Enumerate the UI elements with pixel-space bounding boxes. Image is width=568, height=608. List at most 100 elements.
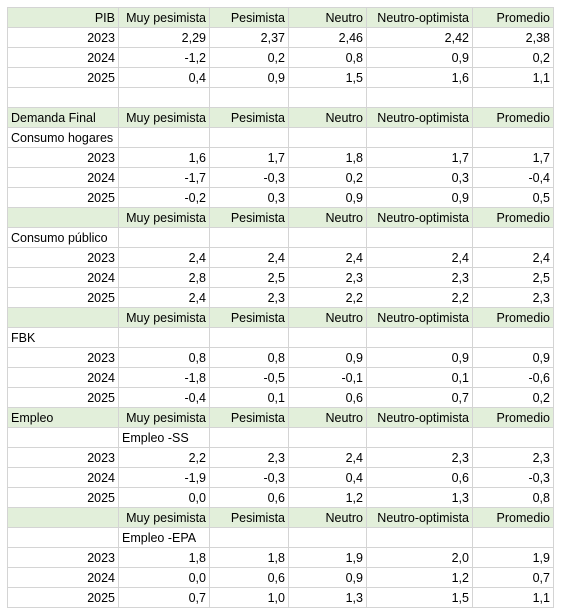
- year-cell[interactable]: 2025: [7, 487, 119, 508]
- empty-cell[interactable]: [209, 127, 289, 148]
- scenario-header-cell[interactable]: Promedio: [472, 207, 554, 228]
- label-cell[interactable]: [7, 87, 119, 108]
- value-cell[interactable]: 1,7: [472, 147, 554, 168]
- value-cell[interactable]: 0,8: [288, 47, 367, 68]
- value-cell[interactable]: 0,9: [366, 187, 473, 208]
- label-cell[interactable]: FBK: [7, 327, 119, 348]
- scenario-header-cell[interactable]: Neutro: [288, 207, 367, 228]
- year-cell[interactable]: 2023: [7, 247, 119, 268]
- scenario-header-cell[interactable]: Pesimista: [209, 107, 289, 128]
- value-cell[interactable]: -0,5: [209, 367, 289, 388]
- label-cell[interactable]: [7, 427, 119, 448]
- value-cell[interactable]: 2,3: [209, 287, 289, 308]
- value-cell[interactable]: 0,2: [472, 47, 554, 68]
- value-cell[interactable]: 2,3: [366, 267, 473, 288]
- scenario-header-cell[interactable]: Muy pesimista: [118, 107, 210, 128]
- value-cell[interactable]: 0,4: [288, 467, 367, 488]
- empty-cell[interactable]: [366, 427, 473, 448]
- value-cell[interactable]: 1,7: [366, 147, 473, 168]
- value-cell[interactable]: 0,9: [366, 47, 473, 68]
- empty-cell[interactable]: [288, 227, 367, 248]
- empty-cell[interactable]: [472, 327, 554, 348]
- year-cell[interactable]: 2023: [7, 27, 119, 48]
- year-cell[interactable]: 2025: [7, 387, 119, 408]
- year-cell[interactable]: 2023: [7, 547, 119, 568]
- year-cell[interactable]: 2023: [7, 447, 119, 468]
- scenario-header-cell[interactable]: Muy pesimista: [118, 407, 210, 428]
- value-cell[interactable]: 0,8: [209, 347, 289, 368]
- value-cell[interactable]: -0,3: [209, 467, 289, 488]
- value-cell[interactable]: 2,8: [118, 267, 210, 288]
- value-cell[interactable]: 1,1: [472, 587, 554, 608]
- value-cell[interactable]: 0,9: [288, 567, 367, 588]
- scenario-header-cell[interactable]: Muy pesimista: [118, 307, 210, 328]
- value-cell[interactable]: 1,0: [209, 587, 289, 608]
- scenario-header-cell[interactable]: Promedio: [472, 7, 554, 28]
- value-cell[interactable]: -0,4: [472, 167, 554, 188]
- empty-cell[interactable]: [209, 527, 289, 548]
- value-cell[interactable]: 1,9: [288, 547, 367, 568]
- section-header-cell[interactable]: PIB: [7, 7, 119, 28]
- value-cell[interactable]: 2,3: [472, 447, 554, 468]
- value-cell[interactable]: 0,9: [209, 67, 289, 88]
- scenario-header-cell[interactable]: Pesimista: [209, 307, 289, 328]
- value-cell[interactable]: 0,6: [209, 487, 289, 508]
- value-cell[interactable]: 0,6: [288, 387, 367, 408]
- year-cell[interactable]: 2024: [7, 267, 119, 288]
- value-cell[interactable]: -1,9: [118, 467, 210, 488]
- value-cell[interactable]: 0,2: [472, 387, 554, 408]
- sublabel-cell[interactable]: Empleo -SS: [118, 427, 210, 448]
- empty-cell[interactable]: [209, 227, 289, 248]
- year-cell[interactable]: 2024: [7, 167, 119, 188]
- empty-cell[interactable]: [288, 87, 367, 108]
- sublabel-cell[interactable]: Empleo -EPA: [118, 527, 210, 548]
- section-header-cell[interactable]: [7, 207, 119, 228]
- scenario-header-cell[interactable]: Pesimista: [209, 7, 289, 28]
- value-cell[interactable]: 0,9: [366, 347, 473, 368]
- value-cell[interactable]: 2,29: [118, 27, 210, 48]
- label-cell[interactable]: Consumo público: [7, 227, 119, 248]
- value-cell[interactable]: 1,5: [366, 587, 473, 608]
- value-cell[interactable]: 0,7: [118, 587, 210, 608]
- value-cell[interactable]: 0,1: [366, 367, 473, 388]
- empty-cell[interactable]: [366, 227, 473, 248]
- value-cell[interactable]: 2,42: [366, 27, 473, 48]
- scenario-header-cell[interactable]: Neutro: [288, 307, 367, 328]
- year-cell[interactable]: 2025: [7, 67, 119, 88]
- value-cell[interactable]: 1,1: [472, 67, 554, 88]
- scenario-header-cell[interactable]: Muy pesimista: [118, 207, 210, 228]
- value-cell[interactable]: 1,2: [288, 487, 367, 508]
- scenario-header-cell[interactable]: Neutro-optimista: [366, 407, 473, 428]
- value-cell[interactable]: 2,46: [288, 27, 367, 48]
- value-cell[interactable]: 0,7: [472, 567, 554, 588]
- value-cell[interactable]: 2,4: [118, 287, 210, 308]
- value-cell[interactable]: 2,4: [472, 247, 554, 268]
- scenario-header-cell[interactable]: Muy pesimista: [118, 507, 210, 528]
- empty-cell[interactable]: [288, 527, 367, 548]
- scenario-header-cell[interactable]: Neutro-optimista: [366, 107, 473, 128]
- value-cell[interactable]: 2,2: [366, 287, 473, 308]
- scenario-header-cell[interactable]: Promedio: [472, 307, 554, 328]
- value-cell[interactable]: -0,4: [118, 387, 210, 408]
- scenario-header-cell[interactable]: Pesimista: [209, 507, 289, 528]
- value-cell[interactable]: 0,6: [366, 467, 473, 488]
- value-cell[interactable]: 0,0: [118, 487, 210, 508]
- scenario-header-cell[interactable]: Pesimista: [209, 407, 289, 428]
- value-cell[interactable]: 2,2: [288, 287, 367, 308]
- value-cell[interactable]: 2,0: [366, 547, 473, 568]
- value-cell[interactable]: 1,2: [366, 567, 473, 588]
- empty-cell[interactable]: [209, 327, 289, 348]
- value-cell[interactable]: 0,4: [118, 67, 210, 88]
- value-cell[interactable]: 1,5: [288, 67, 367, 88]
- value-cell[interactable]: 0,3: [366, 167, 473, 188]
- empty-cell[interactable]: [366, 527, 473, 548]
- year-cell[interactable]: 2024: [7, 367, 119, 388]
- year-cell[interactable]: 2025: [7, 187, 119, 208]
- value-cell[interactable]: 1,9: [472, 547, 554, 568]
- scenario-header-cell[interactable]: Neutro: [288, 7, 367, 28]
- scenario-header-cell[interactable]: Neutro-optimista: [366, 307, 473, 328]
- empty-cell[interactable]: [118, 127, 210, 148]
- value-cell[interactable]: 2,3: [288, 267, 367, 288]
- value-cell[interactable]: 0,1: [209, 387, 289, 408]
- year-cell[interactable]: 2025: [7, 287, 119, 308]
